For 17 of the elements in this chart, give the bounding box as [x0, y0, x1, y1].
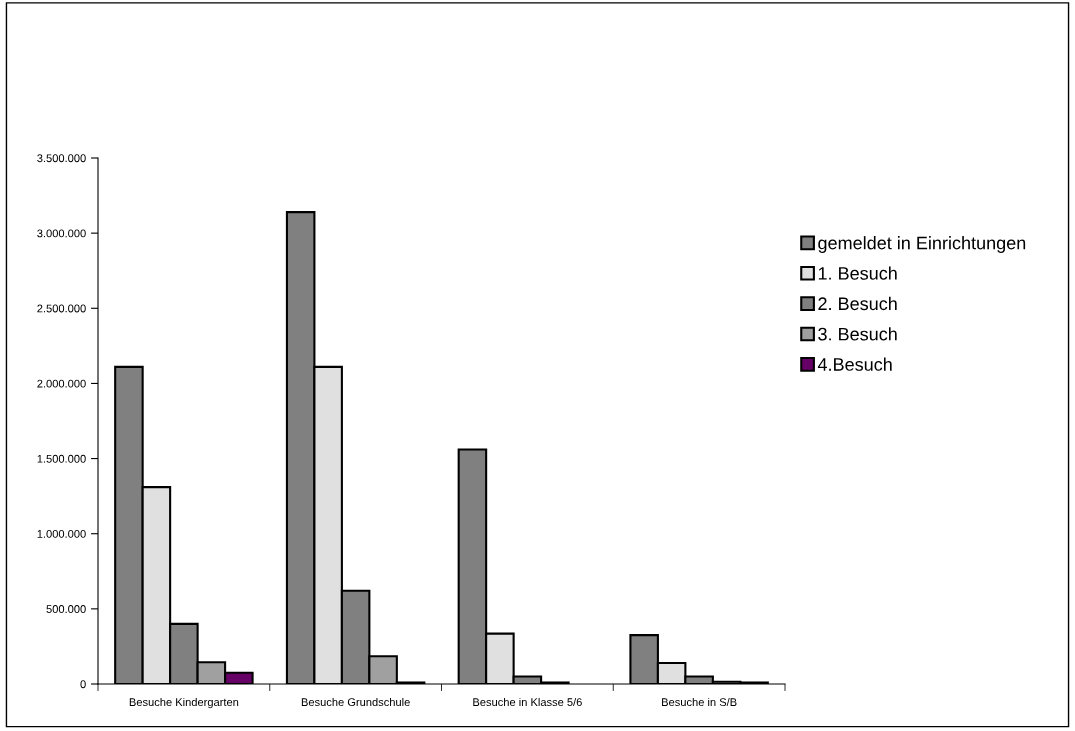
- y-tick-label: 0: [80, 680, 86, 689]
- y-tick-label: 500.000: [46, 605, 86, 613]
- y-tick-label: 2.500.000: [37, 304, 86, 313]
- y-tick-label: 1.500.000: [37, 454, 86, 463]
- x-tick-label: Besuche in S/B: [662, 697, 737, 707]
- legend-label: 2. Besuch: [818, 296, 897, 311]
- y-tick-label: 2.000.000: [37, 379, 86, 388]
- x-tick-label: Besuche in Klasse 5/6: [473, 697, 582, 707]
- legend-label: 4.Besuch: [817, 357, 892, 371]
- legend-label: 3. Besuch: [818, 327, 897, 341]
- y-tick-label: 1.000.000: [37, 529, 86, 538]
- legend-label: gemeldet in Einrichtungen: [818, 236, 1026, 253]
- x-tick-label: Besuche Kindergarten: [129, 697, 239, 709]
- y-tick-label: 3.500.000: [37, 154, 86, 163]
- x-tick-label: Besuche Grundschule: [301, 697, 410, 707]
- legend-label: 1. Besuch: [818, 266, 897, 280]
- y-tick-label: 3.000.000: [37, 229, 86, 238]
